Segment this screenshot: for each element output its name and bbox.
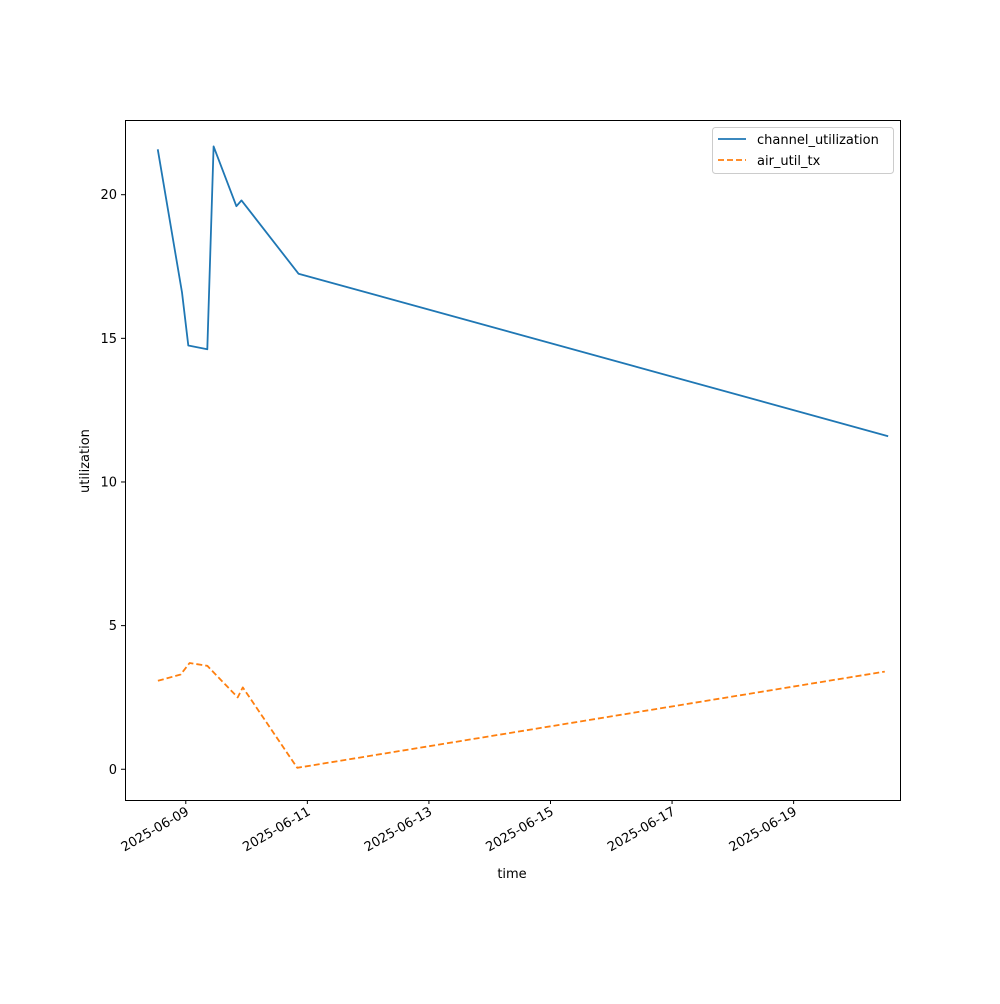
series-lines — [156, 145, 889, 769]
x-axis-ticks: 2025-06-09 2025-06-11 2025-06-13 2025-06-15… — [119, 800, 800, 855]
plot-area-frame — [125, 120, 901, 801]
y-axis-ticks: 0 5 10 15 20 — [100, 188, 125, 778]
legend-label-channel-utilization: channel_utilization — [757, 133, 879, 148]
x-tick-label: 2025-06-17 — [605, 804, 678, 855]
y-tick-label: 0 — [109, 763, 117, 778]
x-tick-label: 2025-06-13 — [362, 804, 435, 855]
legend-frame — [712, 127, 894, 174]
series-line-air-util-tx — [157, 662, 885, 769]
y-axis-label: utilization — [78, 429, 93, 493]
x-axis-label: time — [497, 867, 526, 882]
x-tick-label: 2025-06-19 — [727, 804, 800, 855]
x-tick-label: 2025-06-15 — [484, 804, 557, 855]
series-line-channel-utilization — [156, 145, 889, 438]
y-tick-label: 5 — [109, 619, 117, 634]
legend: channel_utilization air_util_tx — [712, 127, 894, 174]
y-tick-label: 15 — [100, 332, 117, 347]
y-tick-label: 10 — [100, 475, 117, 490]
x-tick-label: 2025-06-11 — [240, 804, 313, 855]
y-tick-label: 20 — [100, 188, 117, 203]
legend-label-air-util-tx: air_util_tx — [757, 154, 821, 169]
x-tick-label: 2025-06-09 — [119, 804, 192, 855]
